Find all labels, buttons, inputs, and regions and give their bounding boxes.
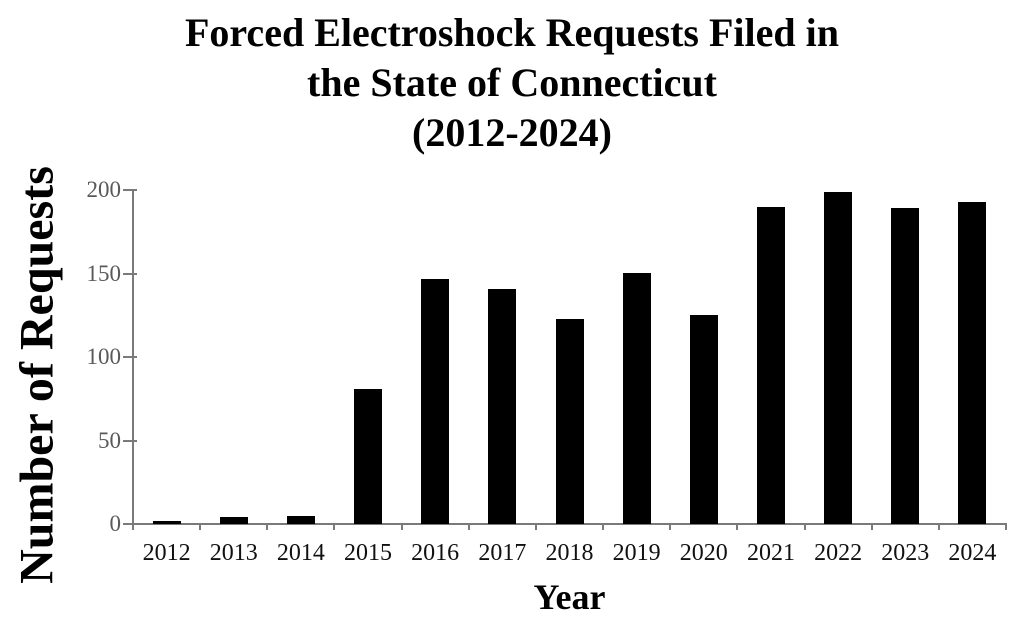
x-tick-label: 2019 [612, 540, 661, 566]
x-tick-mark [736, 523, 739, 530]
x-tick-mark [333, 523, 336, 530]
x-tick-mark [1005, 523, 1007, 530]
x-tick-mark [132, 523, 134, 530]
chart-title: Forced Electroshock Requests Filed in th… [0, 8, 1024, 158]
y-tick-label: 0 [109, 511, 122, 536]
x-tick-label: 2020 [679, 540, 728, 566]
x-tick-label: 2013 [209, 540, 258, 566]
bar-2021 [757, 207, 785, 524]
x-tick-label: 2017 [478, 540, 527, 566]
bar-2018 [556, 319, 584, 524]
x-tick-mark [467, 523, 470, 530]
x-tick-mark [602, 523, 605, 530]
x-tick-label: 2015 [344, 540, 393, 566]
y-tick-mark [123, 439, 137, 442]
bar-2017 [488, 289, 516, 524]
x-tick-mark [669, 523, 672, 530]
x-tick-label: 2012 [142, 540, 191, 566]
bar-2016 [421, 279, 449, 524]
y-tick-mark [123, 356, 137, 358]
x-tick-mark [266, 523, 269, 530]
bar-2020 [690, 315, 718, 524]
x-tick-mark [937, 523, 940, 530]
x-tick-label: 2018 [545, 540, 594, 566]
y-tick-mark [123, 189, 137, 191]
x-tick-label: 2024 [948, 540, 997, 566]
x-axis-line [133, 523, 1006, 525]
bar-2024 [958, 202, 986, 524]
x-tick-mark [803, 523, 806, 530]
x-tick-label: 2022 [814, 540, 863, 566]
bar-2014 [287, 516, 315, 524]
bar-2022 [824, 192, 852, 524]
x-tick-label: 2021 [746, 540, 795, 566]
x-axis-title: Year [533, 577, 606, 617]
x-tick-mark [870, 523, 873, 530]
x-tick-mark [400, 523, 403, 530]
chart-title-line-3: (2012-2024) [412, 110, 612, 155]
x-tick-label: 2014 [276, 540, 325, 566]
x-tick-mark [534, 523, 537, 530]
bar-2012 [153, 521, 181, 524]
y-tick-label: 100 [86, 344, 122, 369]
y-tick-label: 150 [86, 260, 122, 286]
bar-2013 [220, 517, 248, 524]
x-tick-label: 2023 [881, 540, 930, 566]
x-tick-label: 2016 [411, 540, 460, 566]
bar-2023 [891, 208, 919, 524]
bar-2015 [354, 389, 382, 524]
chart-title-line-2: the State of Connecticut [307, 60, 717, 105]
y-tick-mark [123, 523, 137, 525]
y-tick-mark [123, 272, 137, 275]
y-tick-label: 50 [98, 427, 121, 453]
x-tick-mark [199, 523, 202, 530]
y-tick-label: 200 [86, 177, 122, 202]
bar-2019 [623, 273, 651, 524]
chart-title-line-1: Forced Electroshock Requests Filed in [184, 10, 840, 55]
